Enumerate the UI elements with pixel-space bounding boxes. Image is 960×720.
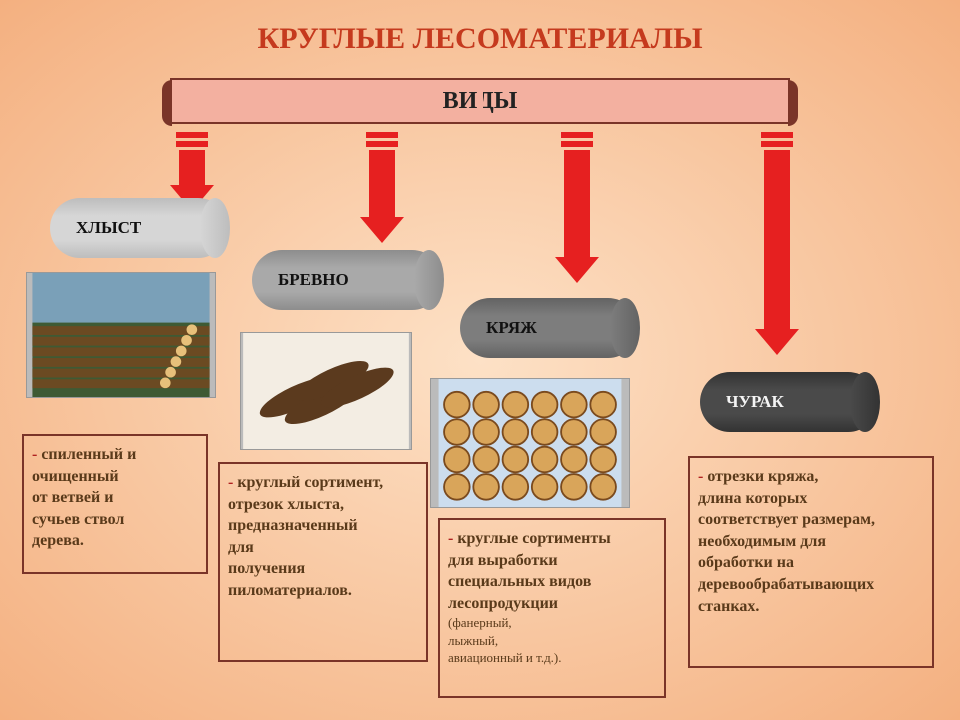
description-line: пиломатериалов. [228, 580, 418, 602]
description-line: для [228, 537, 418, 559]
description-subline: авиационный и т.д.). [448, 649, 656, 667]
description-line: предназначенный [228, 515, 418, 537]
photo-log-ends-stack [430, 378, 630, 508]
description-line: станках. [698, 596, 924, 618]
cylinder-кряж: КРЯЖ [460, 298, 638, 358]
cylinder-хлыст: ХЛЫСТ [50, 198, 228, 258]
description-subline: (фанерный, [448, 614, 656, 632]
arrow-down-icon [555, 132, 599, 283]
arrow-down-icon [755, 132, 799, 355]
dash-icon: - [698, 468, 707, 485]
cylinder-cap-icon [850, 372, 880, 432]
cylinder-чурак: ЧУРАК [700, 372, 878, 432]
description-subline: лыжный, [448, 632, 656, 650]
description-line: необходимым для [698, 531, 924, 553]
description-line: деревообрабатывающих [698, 574, 924, 596]
types-header-box: ВИДЫ [170, 78, 790, 124]
description-line: обработки на [698, 552, 924, 574]
description-line: - спиленный и [32, 444, 198, 466]
description-box: - круглые сортименты для выработкиспециа… [438, 518, 666, 698]
types-cap-left [162, 80, 172, 126]
description-box: - круглый сортимент,отрезок хлыста,предн… [218, 462, 428, 662]
cylinder-label: ЧУРАК [726, 392, 784, 412]
types-header-label: ВИДЫ [443, 88, 518, 115]
cylinder-cap-icon [610, 298, 640, 358]
description-line: сучьев ствол [32, 509, 198, 531]
cylinder-label: ХЛЫСТ [76, 218, 141, 238]
cylinder-label: БРЕВНО [278, 270, 349, 290]
photo-log-pile-forest [26, 272, 216, 398]
description-line: дерева. [32, 530, 198, 552]
description-line: отрезок хлыста, [228, 494, 418, 516]
dash-icon: - [228, 474, 237, 491]
photo-log-bundle [240, 332, 412, 450]
types-cap-right [788, 80, 798, 126]
dash-icon: - [32, 446, 41, 463]
arrow-down-icon [360, 132, 404, 243]
description-box: - отрезки кряжа, длина которыхсоответств… [688, 456, 934, 668]
description-line: соответствует размерам, [698, 509, 924, 531]
description-line: - круглые сортименты [448, 528, 656, 550]
description-line: очищенный [32, 466, 198, 488]
cylinder-label: КРЯЖ [486, 318, 537, 338]
description-line: для выработки [448, 550, 656, 572]
description-line: от ветвей и [32, 487, 198, 509]
cylinder-бревно: БРЕВНО [252, 250, 442, 310]
description-line: получения [228, 558, 418, 580]
cylinder-cap-icon [200, 198, 230, 258]
description-box: - спиленный иочищенныйот ветвей исучьев … [22, 434, 208, 574]
page-title: КРУГЛЫЕ ЛЕСОМАТЕРИАЛЫ [0, 22, 960, 56]
cylinder-cap-icon [414, 250, 444, 310]
description-line: - круглый сортимент, [228, 472, 418, 494]
description-line: лесопродукции [448, 593, 656, 615]
description-line: специальных видов [448, 571, 656, 593]
description-line: длина которых [698, 488, 924, 510]
dash-icon: - [448, 530, 457, 547]
description-line: - отрезки кряжа, [698, 466, 924, 488]
